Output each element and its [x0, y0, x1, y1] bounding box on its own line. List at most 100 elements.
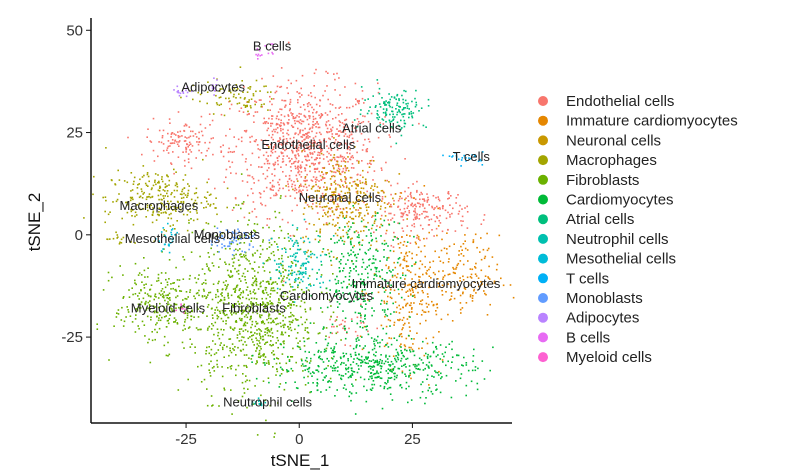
data-point: [373, 222, 376, 224]
data-point: [281, 279, 283, 282]
data-point: [371, 375, 373, 377]
data-point: [320, 148, 322, 150]
data-point: [284, 331, 287, 334]
data-point: [467, 260, 469, 262]
data-point: [330, 207, 333, 209]
data-point: [344, 337, 347, 340]
data-point: [336, 234, 339, 237]
data-point: [244, 160, 247, 163]
data-point: [340, 178, 342, 181]
data-point: [395, 108, 397, 110]
data-point: [330, 264, 333, 266]
data-point: [384, 104, 386, 106]
data-point: [358, 236, 360, 239]
data-point: [378, 116, 381, 118]
data-point: [389, 105, 391, 108]
data-point: [188, 185, 190, 187]
data-point: [359, 207, 361, 209]
data-point: [194, 297, 196, 300]
data-point: [264, 331, 266, 333]
data-point: [241, 153, 244, 156]
data-point: [374, 212, 377, 215]
data-point: [460, 245, 462, 248]
data-point: [325, 335, 327, 337]
data-point: [418, 218, 421, 220]
data-point: [159, 319, 162, 322]
data-point: [329, 215, 332, 217]
data-point: [260, 394, 262, 397]
data-point: [251, 304, 253, 306]
data-point: [109, 211, 111, 213]
data-point: [325, 189, 328, 191]
data-point: [307, 237, 310, 240]
data-point: [270, 43, 272, 45]
data-point: [334, 179, 336, 182]
data-point: [377, 335, 379, 338]
data-point: [325, 389, 328, 391]
data-point: [483, 214, 486, 216]
data-point: [383, 219, 386, 222]
data-point: [261, 54, 263, 56]
data-point: [213, 87, 216, 89]
data-point: [451, 340, 453, 343]
legend-swatch: [538, 155, 548, 166]
data-point: [336, 360, 338, 362]
data-point: [334, 395, 336, 397]
data-point: [230, 91, 232, 94]
data-point: [285, 362, 288, 365]
data-point: [344, 317, 347, 319]
data-point: [284, 306, 286, 309]
data-point: [118, 179, 121, 181]
data-point: [168, 179, 171, 182]
data-point: [441, 284, 444, 287]
data-point: [322, 379, 324, 381]
data-point: [316, 154, 319, 156]
data-point: [390, 271, 392, 273]
data-point: [297, 286, 299, 289]
data-point: [264, 122, 267, 125]
data-point: [493, 280, 496, 283]
data-point: [411, 348, 414, 351]
data-point: [229, 238, 232, 240]
data-point: [211, 367, 214, 369]
data-point: [337, 130, 340, 132]
data-point: [235, 145, 238, 148]
data-point: [230, 103, 233, 106]
data-point: [359, 278, 362, 280]
data-point: [270, 327, 273, 330]
data-point: [375, 361, 377, 363]
data-point: [150, 316, 152, 318]
data-point: [354, 354, 357, 356]
data-point: [348, 146, 350, 148]
data-point: [428, 268, 430, 271]
data-point: [323, 327, 325, 329]
data-point: [319, 201, 322, 203]
data-point: [297, 342, 299, 344]
data-point: [405, 303, 408, 306]
data-point: [299, 129, 301, 132]
data-point: [410, 196, 413, 199]
data-point: [241, 313, 243, 315]
data-point: [416, 313, 418, 315]
data-point: [311, 180, 314, 182]
data-point: [215, 306, 218, 309]
data-point: [280, 166, 282, 168]
data-point: [324, 206, 327, 208]
data-point: [367, 120, 370, 123]
data-point: [237, 138, 240, 141]
data-point: [410, 346, 412, 349]
data-point: [267, 294, 269, 296]
data-point: [334, 191, 337, 193]
data-point: [335, 224, 337, 226]
data-point: [303, 104, 305, 106]
data-point: [448, 155, 451, 157]
data-point: [217, 290, 219, 293]
data-point: [407, 102, 409, 105]
data-point: [222, 311, 225, 314]
data-point: [369, 375, 371, 378]
data-point: [474, 155, 477, 158]
data-point: [402, 113, 405, 115]
data-point: [254, 292, 257, 295]
data-point: [367, 351, 370, 354]
data-point: [255, 337, 257, 339]
